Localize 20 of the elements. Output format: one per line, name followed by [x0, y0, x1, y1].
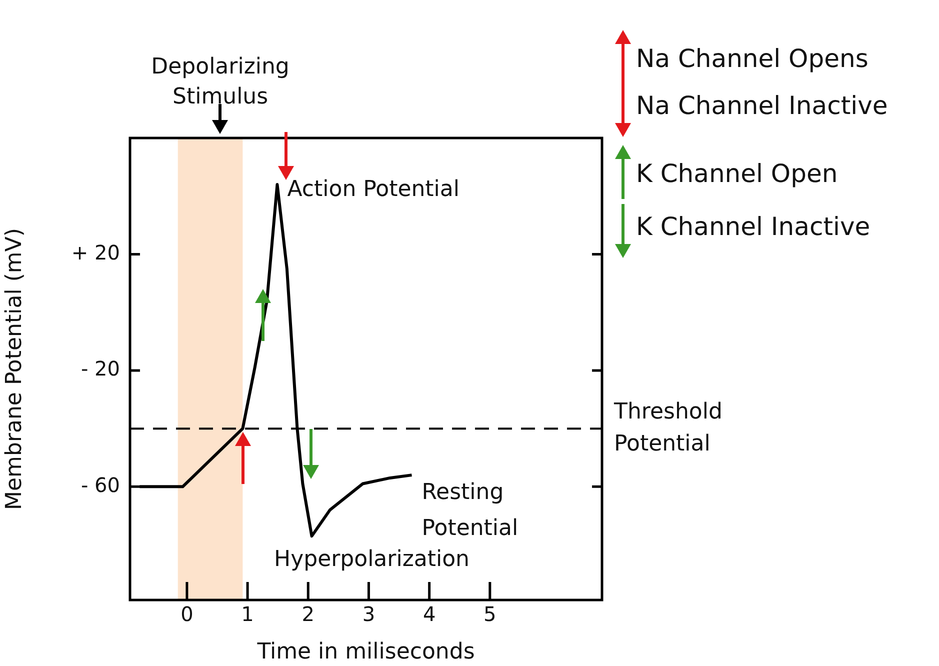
y-tick-label: + 20 [71, 240, 120, 264]
annotation: Action Potential [287, 177, 460, 202]
text: Na Channel Opens [636, 44, 868, 73]
text: Na Channel Inactive [636, 91, 888, 120]
x-tick-label: 0 [180, 602, 194, 626]
text: K Channel Open [636, 159, 838, 188]
x-axis-title: Time in miliseconds [256, 640, 475, 665]
y-tick-label: - 20 [80, 356, 120, 381]
annotation: Hyperpolarization [274, 546, 470, 572]
x-tick-label: 5 [484, 602, 496, 626]
y-tick-label: - 60 [80, 472, 120, 497]
x-tick-label: 2 [302, 602, 315, 626]
annotation: Resting Potential [422, 480, 518, 541]
y-axis-title: Membrane Potential (mV) [2, 228, 27, 510]
x-tick-label: 1 [241, 602, 254, 626]
text: K Channel Inactive [636, 212, 870, 241]
x-tick-label: 3 [362, 602, 376, 626]
ref-line-label: Threshold Potential [613, 399, 722, 456]
band-label: Depolarizing Stimulus [151, 54, 290, 110]
x-tick-label: 4 [422, 602, 436, 626]
